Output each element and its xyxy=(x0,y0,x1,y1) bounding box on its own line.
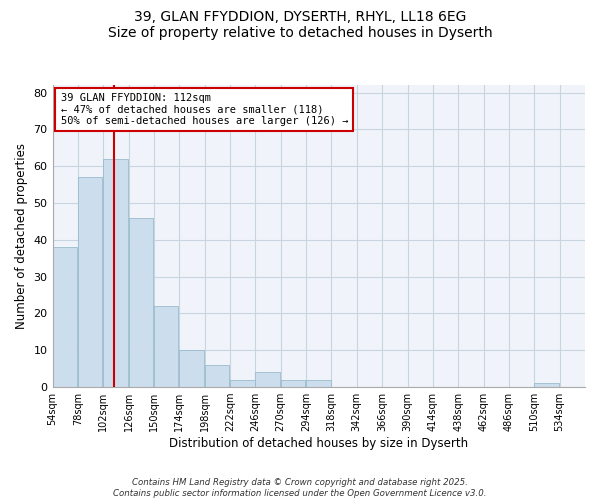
X-axis label: Distribution of detached houses by size in Dyserth: Distribution of detached houses by size … xyxy=(169,437,469,450)
Bar xyxy=(128,218,153,387)
Bar xyxy=(256,372,280,387)
Y-axis label: Number of detached properties: Number of detached properties xyxy=(15,143,28,329)
Bar xyxy=(103,159,128,387)
Text: Contains HM Land Registry data © Crown copyright and database right 2025.
Contai: Contains HM Land Registry data © Crown c… xyxy=(113,478,487,498)
Bar xyxy=(205,365,229,387)
Bar xyxy=(534,384,559,387)
Bar xyxy=(179,350,204,387)
Bar xyxy=(281,380,305,387)
Bar xyxy=(306,380,331,387)
Text: 39 GLAN FFYDDION: 112sqm
← 47% of detached houses are smaller (118)
50% of semi-: 39 GLAN FFYDDION: 112sqm ← 47% of detach… xyxy=(61,92,348,126)
Text: 39, GLAN FFYDDION, DYSERTH, RHYL, LL18 6EG
Size of property relative to detached: 39, GLAN FFYDDION, DYSERTH, RHYL, LL18 6… xyxy=(107,10,493,40)
Bar xyxy=(78,177,103,387)
Bar xyxy=(230,380,254,387)
Bar xyxy=(53,247,77,387)
Bar xyxy=(154,306,178,387)
